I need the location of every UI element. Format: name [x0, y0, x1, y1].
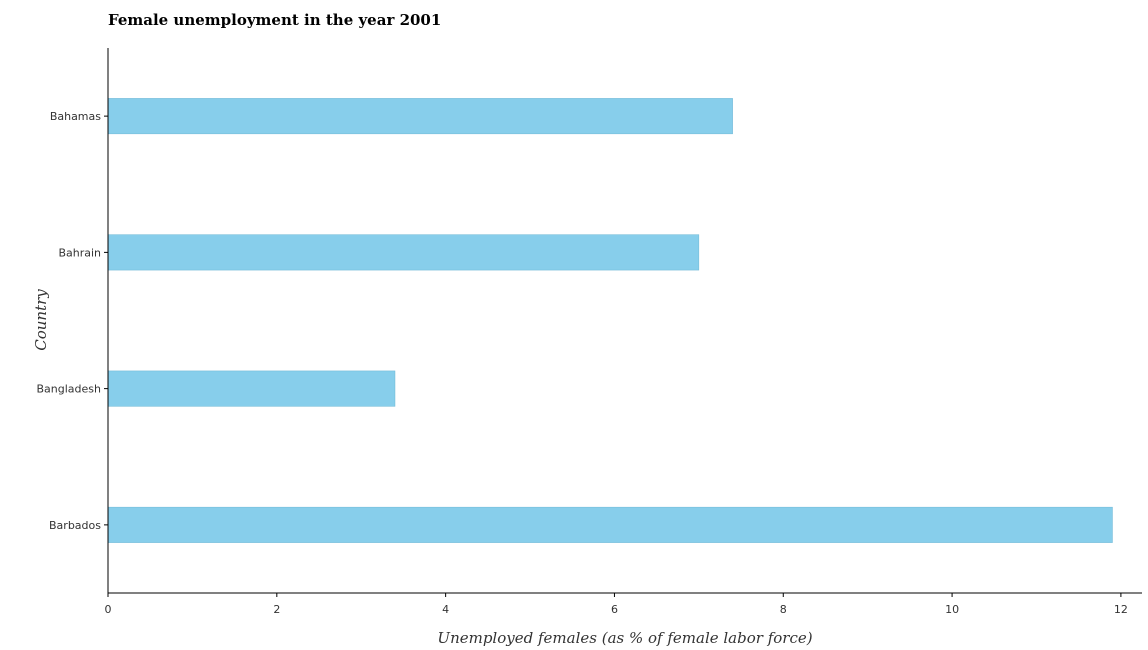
- y-tick-label: Barbados: [49, 519, 101, 532]
- bar-barbados: [107, 506, 1113, 543]
- x-tick-label: 10: [945, 603, 959, 616]
- x-tick-label: 8: [780, 603, 787, 616]
- bar-bahamas: [107, 98, 733, 135]
- bar-bangladesh: [107, 370, 396, 407]
- x-tick-label: 4: [442, 603, 449, 616]
- x-tick-label: 12: [1114, 603, 1128, 616]
- x-tick-label: 0: [105, 603, 112, 616]
- chart-title: Female unemployment in the year 2001: [108, 11, 441, 29]
- x-tick-label: 2: [273, 603, 280, 616]
- x-axis-label: Unemployed females (as % of female labor…: [437, 629, 812, 647]
- x-tick-labels: 0 2 4 6 8 10 12: [105, 593, 1128, 616]
- y-tick-label: Bahamas: [50, 110, 101, 123]
- y-tick-label: Bahrain: [58, 246, 101, 259]
- x-tick-label: 6: [611, 603, 618, 616]
- y-tick-label: Bangladesh: [37, 383, 102, 396]
- bars-group: [107, 98, 1113, 543]
- y-axis-label: Country: [32, 289, 50, 351]
- y-tick-labels: Bahamas Bahrain Bangladesh Barbados: [37, 110, 108, 532]
- bar-bahrain: [107, 234, 700, 271]
